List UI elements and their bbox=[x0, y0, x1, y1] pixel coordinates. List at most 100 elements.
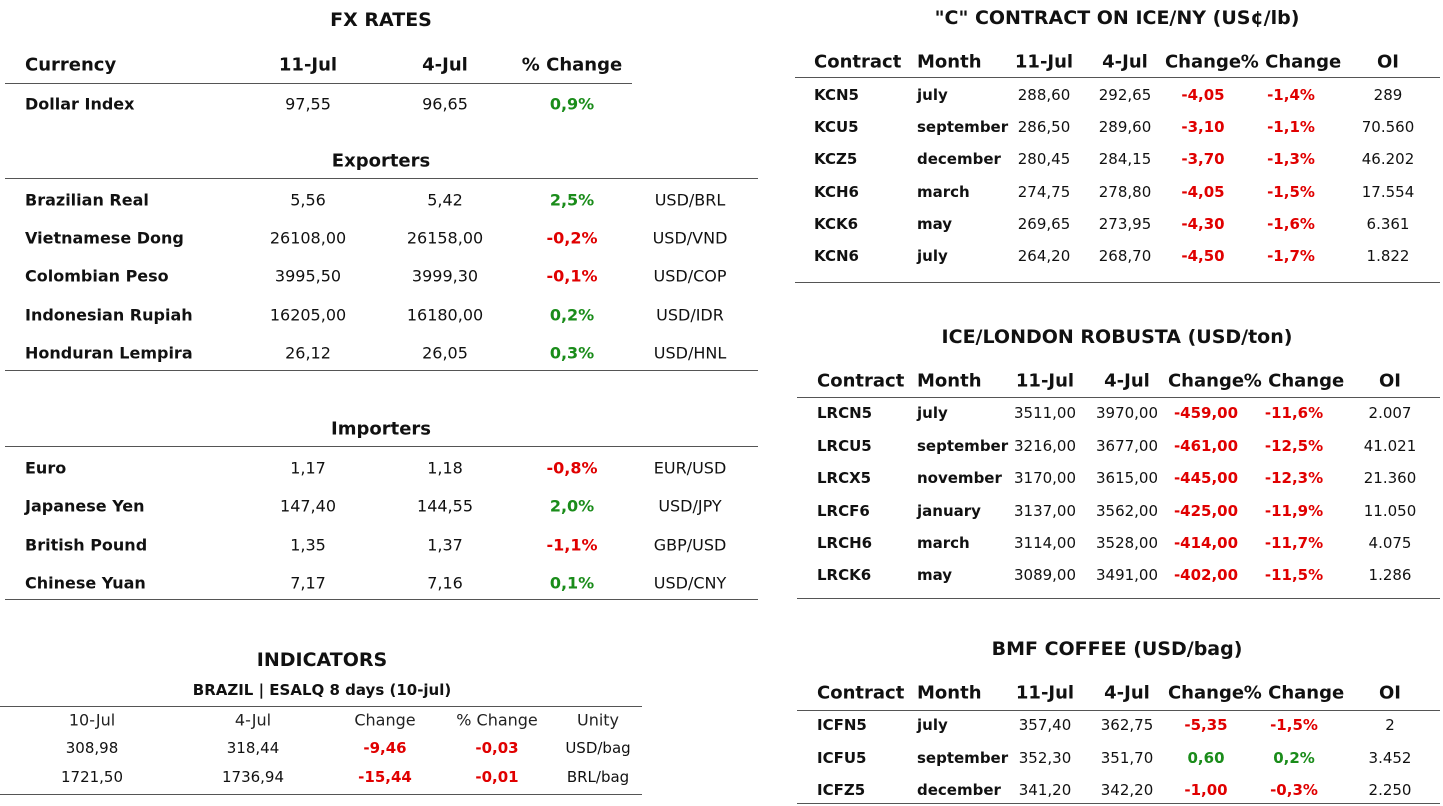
table-cell: 4.075 bbox=[1368, 534, 1412, 552]
rule bbox=[797, 397, 1440, 398]
table-cell: 2.250 bbox=[1368, 781, 1412, 799]
table-cell: USD/HNL bbox=[653, 343, 727, 363]
table-cell: 16180,00 bbox=[406, 305, 484, 325]
section-title: ICE/LONDON ROBUSTA (USD/ton) bbox=[941, 326, 1293, 348]
table-cell: 1,18 bbox=[427, 458, 463, 478]
rule bbox=[795, 282, 1440, 283]
table-cell: -4,30 bbox=[1181, 215, 1225, 233]
table-cell: december bbox=[917, 781, 1001, 799]
table-cell: -12,5% bbox=[1264, 437, 1324, 455]
table-cell: -11,7% bbox=[1264, 534, 1324, 552]
table-cell: -4,50 bbox=[1181, 247, 1225, 265]
table-cell: Dollar Index bbox=[25, 94, 135, 114]
table-cell: 264,20 bbox=[1017, 247, 1071, 265]
column-header: % Change bbox=[1243, 682, 1345, 704]
table-cell: 3677,00 bbox=[1095, 437, 1159, 455]
table-cell: 21.360 bbox=[1363, 469, 1417, 487]
table-cell: 268,70 bbox=[1098, 247, 1152, 265]
table-cell: 0,2% bbox=[1273, 749, 1315, 767]
column-header: OI bbox=[1379, 682, 1401, 704]
column-header: Change bbox=[354, 710, 416, 730]
table-cell: -9,46 bbox=[363, 739, 407, 757]
rule bbox=[5, 370, 758, 371]
table-cell: KCN5 bbox=[814, 86, 859, 104]
table-cell: 0,60 bbox=[1187, 749, 1225, 767]
table-cell: KCU5 bbox=[814, 118, 859, 136]
rule bbox=[797, 710, 1440, 711]
table-cell: 0,2% bbox=[549, 305, 595, 325]
table-cell: 3170,00 bbox=[1013, 469, 1077, 487]
table-cell: -1,3% bbox=[1267, 150, 1315, 168]
table-cell: 1.286 bbox=[1368, 566, 1412, 584]
table-cell: 3114,00 bbox=[1013, 534, 1077, 552]
table-cell: 96,65 bbox=[422, 94, 468, 114]
table-cell: USD/CNY bbox=[653, 573, 727, 593]
table-cell: 1,17 bbox=[290, 458, 326, 478]
table-cell: USD/COP bbox=[653, 266, 727, 286]
table-cell: 362,75 bbox=[1100, 716, 1154, 734]
table-cell: -0,03 bbox=[475, 739, 519, 757]
table-cell: 292,65 bbox=[1098, 86, 1152, 104]
column-header: Month bbox=[917, 51, 982, 73]
table-cell: 17.554 bbox=[1361, 183, 1415, 201]
table-cell: 3491,00 bbox=[1095, 566, 1159, 584]
table-cell: september bbox=[917, 118, 1009, 136]
table-cell: 1736,94 bbox=[221, 768, 285, 786]
table-cell: 147,40 bbox=[280, 496, 336, 516]
table-cell: may bbox=[917, 215, 953, 233]
table-cell: Indonesian Rupiah bbox=[25, 305, 193, 325]
table-cell: 3970,00 bbox=[1095, 404, 1159, 422]
table-cell: -1,4% bbox=[1267, 86, 1315, 104]
column-header: 11-Jul bbox=[1014, 51, 1074, 73]
table-cell: -1,6% bbox=[1267, 215, 1315, 233]
table-cell: 11.050 bbox=[1363, 502, 1417, 520]
table-cell: 16205,00 bbox=[269, 305, 347, 325]
table-cell: 2,0% bbox=[549, 496, 595, 516]
column-header: % Change bbox=[1240, 51, 1342, 73]
table-cell: 2.007 bbox=[1368, 404, 1412, 422]
table-cell: 341,20 bbox=[1018, 781, 1072, 799]
table-cell: 26108,00 bbox=[269, 228, 347, 248]
table-cell: -0,1% bbox=[546, 266, 598, 286]
section-title: Exporters bbox=[331, 150, 431, 172]
table-cell: 284,15 bbox=[1098, 150, 1152, 168]
table-cell: 3511,00 bbox=[1013, 404, 1077, 422]
table-cell: -0,8% bbox=[546, 458, 598, 478]
rule bbox=[5, 446, 758, 447]
table-cell: january bbox=[917, 502, 981, 520]
column-header: Month bbox=[917, 370, 982, 392]
table-cell: 3995,50 bbox=[274, 266, 342, 286]
column-header: 11-Jul bbox=[1015, 682, 1075, 704]
table-cell: KCK6 bbox=[814, 215, 859, 233]
table-cell: 273,95 bbox=[1098, 215, 1152, 233]
subtitle: BRAZIL | ESALQ 8 days (10-jul) bbox=[192, 681, 452, 699]
table-cell: 3089,00 bbox=[1013, 566, 1077, 584]
column-header: Contract bbox=[817, 682, 905, 704]
table-cell: KCZ5 bbox=[814, 150, 858, 168]
table-cell: -414,00 bbox=[1173, 534, 1239, 552]
column-header: OI bbox=[1377, 51, 1399, 73]
table-cell: 3216,00 bbox=[1013, 437, 1077, 455]
table-cell: Japanese Yen bbox=[25, 496, 145, 516]
table-cell: -11,5% bbox=[1264, 566, 1324, 584]
rule bbox=[0, 794, 642, 795]
table-cell: Vietnamese Dong bbox=[25, 228, 184, 248]
section-title: BMF COFFEE (USD/bag) bbox=[991, 638, 1243, 660]
table-cell: Colombian Peso bbox=[25, 266, 169, 286]
rule bbox=[797, 803, 1440, 804]
column-header: Change bbox=[1167, 682, 1245, 704]
table-cell: Chinese Yuan bbox=[25, 573, 146, 593]
column-header: Currency bbox=[25, 54, 117, 76]
table-cell: 289,60 bbox=[1098, 118, 1152, 136]
table-cell: 342,20 bbox=[1100, 781, 1154, 799]
table-cell: 3528,00 bbox=[1095, 534, 1159, 552]
table-cell: ICFN5 bbox=[817, 716, 867, 734]
section-title: Importers bbox=[331, 418, 431, 440]
table-cell: july bbox=[917, 86, 948, 104]
table-cell: 2,5% bbox=[549, 190, 595, 210]
table-cell: 286,50 bbox=[1017, 118, 1071, 136]
table-cell: 289 bbox=[1373, 86, 1403, 104]
table-cell: 0,1% bbox=[549, 573, 595, 593]
table-cell: 2 bbox=[1385, 716, 1395, 734]
